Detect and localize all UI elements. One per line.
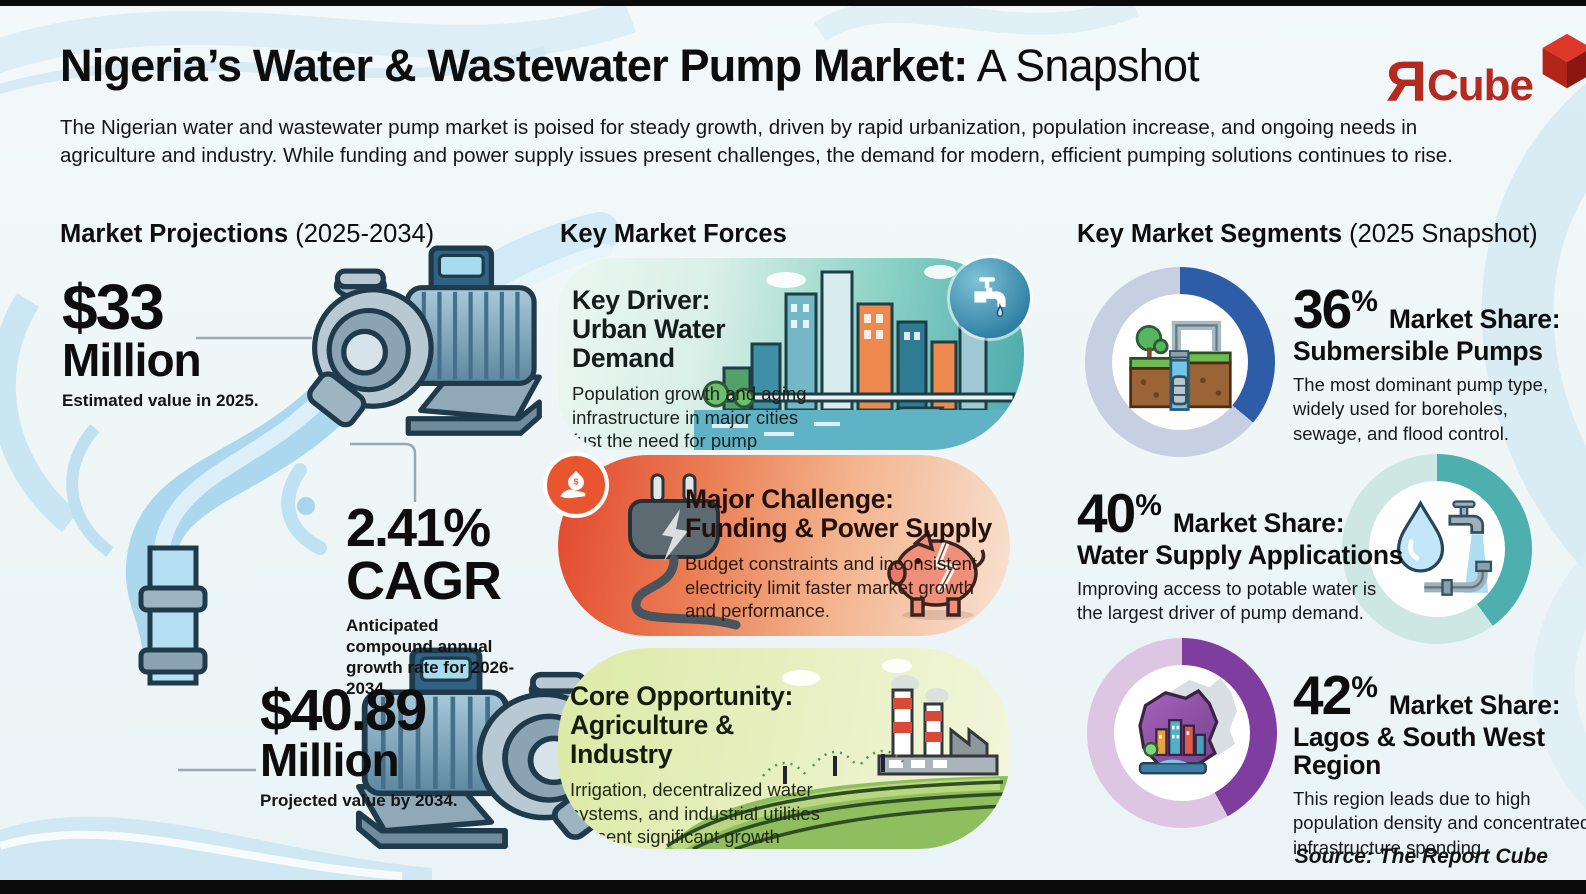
- card-core-opportunity: Core Opportunity: Agriculture & Industry …: [558, 648, 1010, 849]
- stat-caption: Anticipated compound annual growth rate …: [346, 615, 515, 698]
- stat-2025-value: $33 Million Estimated value in 2025.: [62, 271, 259, 411]
- bottom-letterbox-bar: [0, 880, 1586, 894]
- logo-r-glyph: Я: [1386, 49, 1427, 114]
- donut-water-supply: [1342, 454, 1532, 644]
- segment-body: The most dominant pump type, widely used…: [1293, 373, 1549, 444]
- segment-water-supply: 40% Market Share: Water Supply Applicati…: [1077, 486, 1407, 626]
- power-plug-icon: [628, 473, 741, 630]
- card-major-challenge: Major Challenge: Funding & Power Supply B…: [558, 455, 1010, 636]
- donut-center: [1114, 665, 1250, 801]
- card-body: Budget constraints and inconsistent elec…: [685, 553, 978, 621]
- farm-factory-illustration: [665, 659, 1010, 849]
- stat-cagr: 2.41% CAGR Anticipated compound annual g…: [346, 498, 516, 699]
- faucet-icon: [950, 258, 1030, 338]
- forces-heading: Key Market Forces: [560, 220, 787, 248]
- lagos-region-map-icon: [1138, 678, 1237, 775]
- card-body: Irrigation, decentralized water systems,…: [570, 779, 820, 847]
- stat-connector-lines: [178, 336, 417, 772]
- intro-paragraph: The Nigerian water and wastewater pump m…: [60, 116, 1453, 167]
- stat-unit: CAGR: [346, 550, 502, 611]
- page-title-main: Nigeria’s Water & Wastewater Pump Market…: [60, 40, 968, 91]
- logo-word: Cube: [1426, 61, 1534, 111]
- water-drop-faucet-pipe-icon: [1396, 499, 1493, 596]
- card-body: Population growth and aging infrastructu…: [572, 383, 807, 450]
- source-credit: Source: The Report Cube: [1294, 845, 1548, 868]
- card-key-driver: Key Driver: Urban Water Demand Population…: [558, 258, 1024, 450]
- stat-2034-value: $40.89 Million Projected value by 2034.: [260, 678, 458, 811]
- segment-share: 42% Market Share:: [1293, 664, 1561, 726]
- segment-title: Submersible Pumps: [1293, 336, 1543, 366]
- inlet-pipe: [138, 545, 208, 686]
- stat-value: $33: [62, 271, 165, 343]
- cityscape-illustration: [694, 265, 1024, 450]
- stat-value: $40.89: [260, 678, 427, 743]
- card-kicker: Major Challenge: Funding & Power Supply: [685, 484, 992, 543]
- stat-unit: Million: [260, 734, 400, 787]
- segment-body: Improving access to potable water is the…: [1077, 577, 1377, 624]
- page-title: Nigeria’s Water & Wastewater Pump Market…: [60, 40, 1200, 92]
- card-text: Core Opportunity: Agriculture & Industry …: [570, 682, 832, 849]
- projections-heading: Market Projections (2025-2034): [60, 220, 435, 248]
- stat-caption: Projected value by 2034.: [260, 791, 458, 811]
- segments-heading: Key Market Segments (2025 Snapshot): [1077, 220, 1538, 248]
- stat-value: 2.41%: [346, 498, 491, 558]
- segment-share: 40% Market Share:: [1077, 482, 1345, 544]
- report-cube-logo: Я Cube: [1386, 30, 1586, 114]
- segment-lagos-region: 42% Market Share: Lagos & South West Reg…: [1293, 668, 1586, 860]
- stat-caption: Estimated value in 2025.: [62, 390, 259, 410]
- segment-submersible-pumps: 36% Market Share: Submersible Pumps The …: [1293, 282, 1573, 446]
- segment-title: Water Supply Applications: [1077, 540, 1404, 570]
- donut-center: [1369, 481, 1505, 617]
- segment-share: 36% Market Share:: [1293, 278, 1561, 340]
- top-letterbox-bar: [0, 0, 1586, 6]
- segment-body: This region leads due to high population…: [1293, 787, 1586, 858]
- donut-lagos-region: [1087, 638, 1277, 828]
- segment-title: Lagos & South West Region: [1293, 722, 1545, 780]
- red-cube-logo-icon: [1542, 33, 1586, 89]
- card-text: Key Driver: Urban Water Demand Population…: [572, 285, 820, 451]
- page-title-sub: A Snapshot: [967, 40, 1200, 91]
- borehole-pump-icon: [1129, 320, 1232, 411]
- stat-unit: Million: [62, 333, 202, 386]
- card-kicker: Core Opportunity: Agriculture & Industry: [570, 681, 794, 769]
- svg-text:$: $: [574, 476, 579, 486]
- donut-submersible-pumps: [1085, 267, 1275, 457]
- card-kicker: Key Driver: Urban Water Demand: [572, 285, 726, 373]
- card-text: Major Challenge: Funding & Power Supply B…: [685, 485, 1010, 623]
- piggy-bank-icon: [887, 529, 986, 620]
- donut-center: [1112, 294, 1248, 430]
- money-bag-hand-icon: $: [543, 452, 609, 518]
